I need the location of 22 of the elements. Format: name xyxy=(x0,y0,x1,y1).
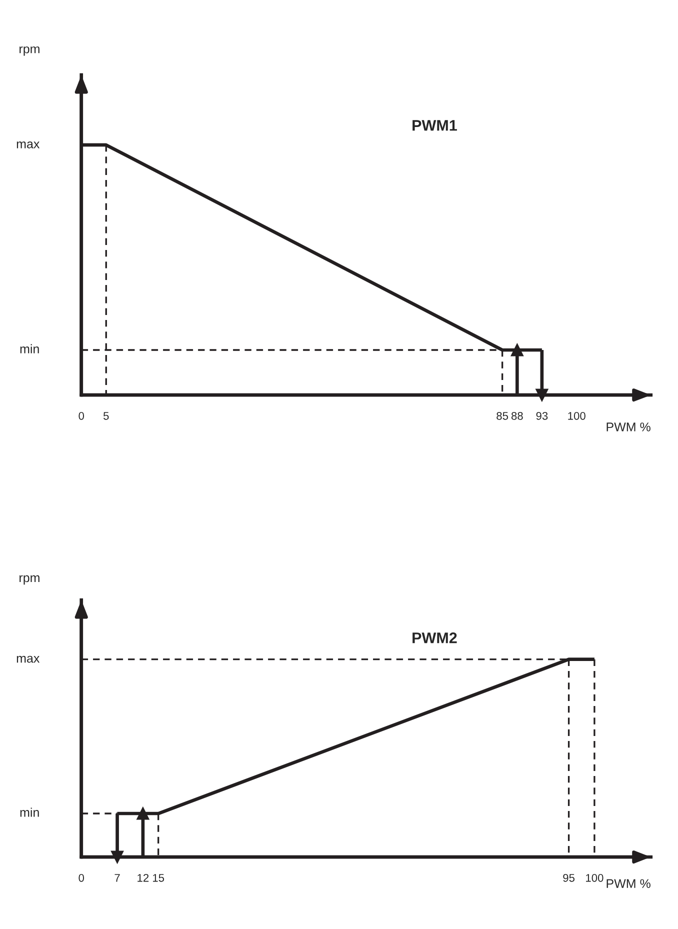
x-tick-label: 12 xyxy=(138,874,149,882)
text: min xyxy=(20,808,39,817)
x-tick-label: 7 xyxy=(114,874,120,882)
x-tick-label: 100 xyxy=(586,874,604,882)
x-tick-label: 5 xyxy=(103,412,109,420)
text: max xyxy=(16,141,40,148)
x-tick-label: 95 xyxy=(563,874,574,882)
x-tick-label: 88 xyxy=(511,412,523,420)
chart-title: PWM1 xyxy=(412,120,457,131)
x-tick-label: 15 xyxy=(152,874,164,882)
x-tick-label: 85 xyxy=(496,412,508,420)
text: min xyxy=(20,344,39,354)
chart-title: PWM2 xyxy=(412,632,457,644)
text: max xyxy=(16,656,40,663)
x-axis-title: PWM % xyxy=(606,422,650,432)
x-tick-label: 100 xyxy=(568,412,586,420)
y-axis-title: rpm xyxy=(20,46,40,56)
x-tick-label: 0 xyxy=(78,874,84,882)
x-axis-title: PWM % xyxy=(606,879,650,888)
x-tick-label: 93 xyxy=(536,412,548,420)
x-tick-label: 0 xyxy=(78,412,84,420)
y-axis-title: rpm xyxy=(20,575,40,585)
